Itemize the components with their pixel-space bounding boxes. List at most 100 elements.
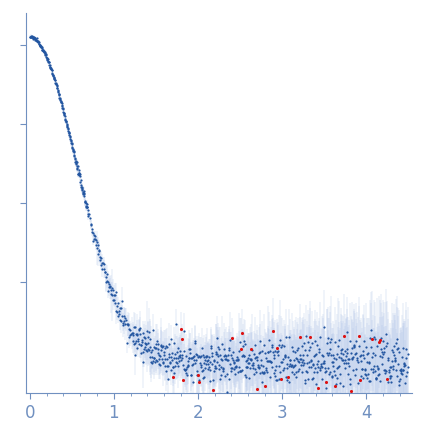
Point (258, 357, 264, 364)
Point (270, 352, 277, 359)
Point (247, 364, 254, 371)
Point (400, 367, 406, 374)
Point (281, 352, 288, 359)
Point (50, 73, 57, 80)
Point (289, 361, 295, 368)
Point (76, 173, 83, 180)
Point (398, 367, 405, 374)
Point (188, 354, 195, 361)
Point (79, 185, 86, 192)
Point (335, 362, 342, 369)
Point (245, 351, 252, 358)
Point (137, 324, 144, 331)
Point (164, 375, 171, 382)
Point (377, 352, 384, 359)
Point (98, 261, 105, 268)
Point (300, 360, 307, 367)
Point (121, 313, 128, 320)
Point (74, 163, 80, 170)
Point (236, 364, 243, 371)
Point (30, 33, 37, 40)
Point (358, 357, 365, 364)
Point (74, 165, 81, 172)
Point (71, 151, 78, 158)
Point (80, 191, 87, 198)
Point (265, 358, 272, 365)
Point (355, 343, 362, 350)
Point (291, 370, 298, 377)
Point (235, 355, 241, 362)
Point (67, 136, 74, 143)
Point (126, 332, 133, 339)
Point (397, 366, 403, 373)
Point (157, 361, 164, 368)
Point (380, 349, 387, 356)
Point (44, 56, 51, 63)
Point (144, 327, 151, 334)
Point (120, 322, 127, 329)
Point (232, 370, 238, 377)
Point (268, 359, 275, 366)
Point (356, 333, 363, 340)
Point (100, 260, 107, 267)
Point (161, 352, 167, 359)
Point (40, 49, 47, 55)
Point (385, 379, 392, 386)
Point (341, 359, 348, 366)
Point (60, 105, 66, 112)
Point (330, 358, 337, 365)
Point (251, 341, 258, 348)
Point (237, 368, 244, 375)
Point (51, 74, 58, 81)
Point (37, 43, 44, 50)
Point (240, 337, 247, 344)
Point (222, 352, 229, 359)
Point (332, 356, 339, 363)
Point (65, 128, 72, 135)
Point (310, 352, 317, 359)
Point (389, 349, 396, 356)
Point (279, 366, 286, 373)
Point (293, 356, 300, 363)
Point (287, 361, 294, 368)
Point (74, 170, 81, 177)
Point (156, 361, 163, 368)
Point (289, 364, 296, 371)
Point (209, 361, 215, 368)
Point (37, 42, 43, 49)
Point (286, 378, 293, 385)
Point (292, 354, 299, 361)
Point (248, 357, 255, 364)
Point (211, 363, 218, 370)
Point (216, 376, 223, 383)
Point (199, 344, 206, 351)
Point (67, 133, 74, 140)
Point (273, 363, 280, 370)
Point (102, 268, 108, 275)
Point (45, 59, 52, 66)
Point (94, 244, 101, 251)
Point (314, 363, 321, 370)
Point (37, 42, 44, 49)
Point (190, 360, 196, 367)
Point (34, 38, 41, 45)
Point (278, 342, 285, 349)
Point (73, 158, 79, 165)
Point (136, 326, 142, 333)
Point (163, 362, 170, 369)
Point (78, 184, 85, 191)
Point (117, 317, 124, 324)
Point (71, 154, 78, 161)
Point (103, 279, 110, 286)
Point (72, 159, 79, 166)
Point (31, 35, 38, 42)
Point (286, 363, 292, 370)
Point (318, 363, 325, 370)
Point (379, 361, 386, 368)
Point (374, 371, 381, 378)
Point (252, 369, 259, 376)
Point (27, 33, 34, 40)
Point (41, 48, 48, 55)
Point (270, 354, 277, 361)
Point (162, 342, 169, 349)
